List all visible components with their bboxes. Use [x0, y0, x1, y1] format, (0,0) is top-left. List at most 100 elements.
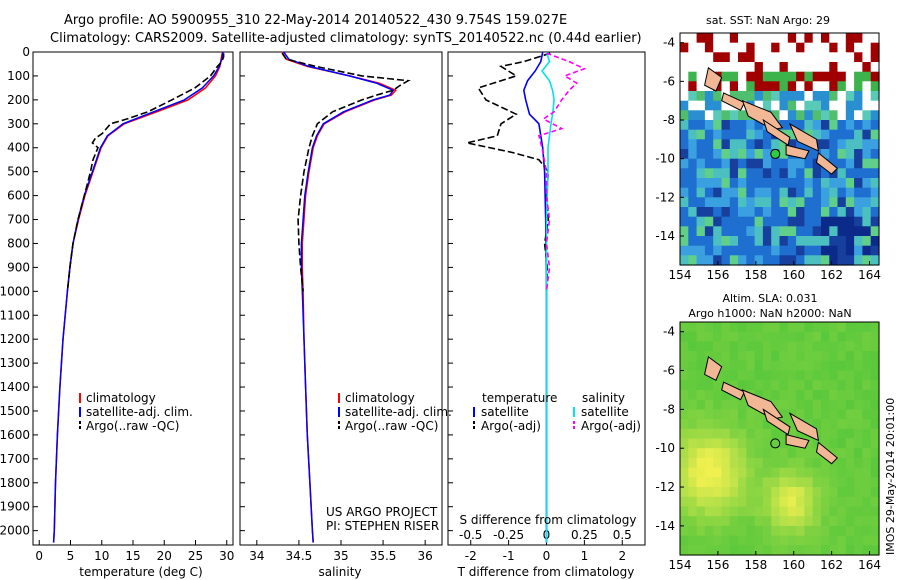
map-cell [738, 139, 747, 150]
map-cell [862, 351, 872, 362]
map-cell [746, 428, 756, 440]
map-cell [696, 370, 706, 381]
island-shape [815, 441, 839, 465]
map-cell [821, 506, 830, 517]
map-y-tick-label: -4 [663, 325, 675, 339]
diff-line-argo-t [466, 52, 551, 292]
map-cell [696, 525, 706, 537]
map-cell [688, 207, 698, 218]
map-cell [854, 197, 863, 208]
map-cell [680, 236, 689, 247]
map-cell [804, 226, 814, 237]
map-cell [837, 380, 847, 391]
map-cell [845, 322, 855, 333]
map-cell [837, 341, 847, 352]
map-y-tick-label: -12 [655, 480, 675, 494]
map-cell [738, 52, 747, 63]
map-cell [680, 409, 689, 420]
map-cell [787, 380, 797, 391]
map-cell [787, 322, 797, 333]
map-cell [796, 322, 805, 333]
diff-line-satellite-s [540, 51, 555, 543]
map-cell [812, 322, 822, 333]
map-cell [738, 351, 747, 362]
map-cell [837, 360, 847, 372]
depth-tick-label: 1600 [0, 428, 30, 442]
map-cell [829, 487, 839, 498]
map-cell [738, 341, 747, 352]
map-cell [804, 197, 814, 208]
map-y-tick-label: -14 [655, 519, 675, 533]
map-cell [696, 91, 706, 102]
map-cell [862, 197, 872, 208]
map-cell [854, 81, 863, 92]
map-cell [854, 545, 863, 556]
map-cell [729, 525, 739, 537]
map-cell [754, 100, 764, 111]
map-cell [771, 197, 781, 208]
map-cell [862, 100, 872, 111]
map-cell [804, 149, 814, 160]
map-cell [738, 158, 747, 169]
map-cell [729, 149, 739, 160]
map-cell [845, 139, 855, 150]
map-cell [721, 33, 731, 44]
map-cell [754, 428, 764, 440]
map-cell [771, 81, 781, 92]
map-cell [854, 438, 863, 449]
map-cell [870, 322, 880, 333]
map-x-tick-label: 154 [669, 558, 692, 572]
map-cell [845, 370, 855, 381]
map-cell [738, 399, 747, 410]
x-tick-label: 34.5 [286, 549, 313, 563]
map-cell [787, 496, 797, 508]
map-cell [812, 81, 822, 92]
map-cell [845, 91, 855, 102]
map-cell [746, 216, 756, 227]
map-cell [837, 351, 847, 362]
map-cell [812, 33, 822, 44]
map-cell [854, 149, 863, 160]
map-cell [754, 52, 764, 63]
map-cell [729, 62, 739, 73]
map-cell [854, 52, 863, 63]
map-cell [738, 197, 747, 208]
map-cell [804, 255, 814, 266]
map-cell [812, 62, 822, 73]
map-cell [704, 178, 714, 189]
map-cell [704, 525, 714, 537]
map-cell [787, 110, 797, 121]
map-cell [804, 399, 814, 410]
map-cell [762, 52, 772, 63]
depth-tick-label: 400 [7, 141, 30, 155]
map-cell [738, 409, 747, 420]
map-cell [754, 158, 764, 169]
map-cell [779, 120, 789, 131]
map-cell [854, 506, 863, 517]
map-cell [779, 360, 789, 372]
map-cell [870, 62, 880, 73]
map-cell [696, 52, 706, 63]
map-cell [688, 52, 698, 63]
map-cell [845, 149, 855, 160]
map-cell [704, 390, 714, 401]
map-cell [854, 390, 863, 401]
map-cell [837, 71, 847, 82]
map-cell [862, 545, 872, 556]
map-cell [804, 496, 814, 508]
map-cell [771, 428, 781, 440]
map-cell [704, 158, 714, 169]
map-cell [762, 322, 772, 333]
map-cell [796, 331, 805, 342]
island-shape [741, 389, 784, 420]
map-cell [837, 545, 847, 556]
top-tick-label: -0.5 [459, 528, 482, 542]
series-line-climatology [281, 51, 397, 543]
map-cell [762, 207, 772, 218]
map-cell [779, 535, 789, 546]
map-cell [854, 322, 863, 333]
map-cell [870, 71, 880, 82]
title-line-2: Climatology: CARS2009. Satellite-adjuste… [50, 31, 642, 46]
map-cell [845, 390, 855, 401]
map-cell [854, 33, 863, 44]
